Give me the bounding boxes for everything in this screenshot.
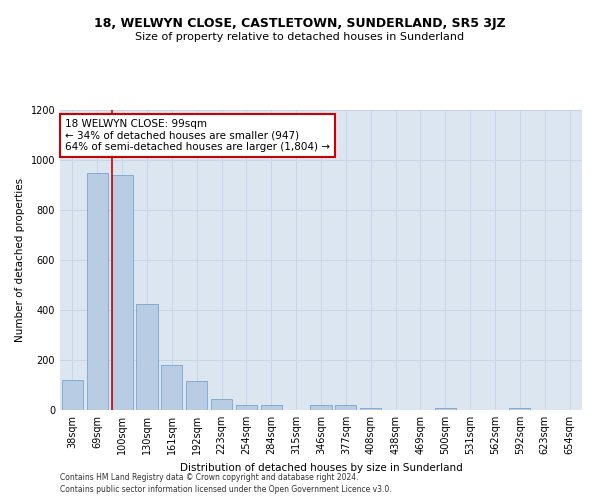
Bar (236, 405, 257, 410)
Bar (310, 405, 332, 410)
Bar (186, 381, 207, 410)
Text: 18 WELWYN CLOSE: 99sqm
← 34% of detached houses are smaller (947)
64% of semi-de: 18 WELWYN CLOSE: 99sqm ← 34% of detached… (65, 119, 330, 152)
X-axis label: Distribution of detached houses by size in Sunderland: Distribution of detached houses by size … (179, 462, 463, 472)
Bar (211, 399, 232, 410)
Bar (360, 408, 381, 410)
Bar (335, 405, 356, 410)
Y-axis label: Number of detached properties: Number of detached properties (15, 178, 25, 342)
Text: Contains HM Land Registry data © Crown copyright and database right 2024.: Contains HM Land Registry data © Crown c… (60, 472, 359, 482)
Bar (161, 365, 182, 410)
Bar (435, 408, 456, 410)
Bar (62, 380, 83, 410)
Bar (87, 172, 108, 410)
Text: 18, WELWYN CLOSE, CASTLETOWN, SUNDERLAND, SR5 3JZ: 18, WELWYN CLOSE, CASTLETOWN, SUNDERLAND… (94, 18, 506, 30)
Text: Size of property relative to detached houses in Sunderland: Size of property relative to detached ho… (136, 32, 464, 42)
Bar (112, 175, 133, 410)
Text: Contains public sector information licensed under the Open Government Licence v3: Contains public sector information licen… (60, 485, 392, 494)
Bar (261, 405, 282, 410)
Bar (509, 408, 530, 410)
Bar (136, 304, 158, 410)
